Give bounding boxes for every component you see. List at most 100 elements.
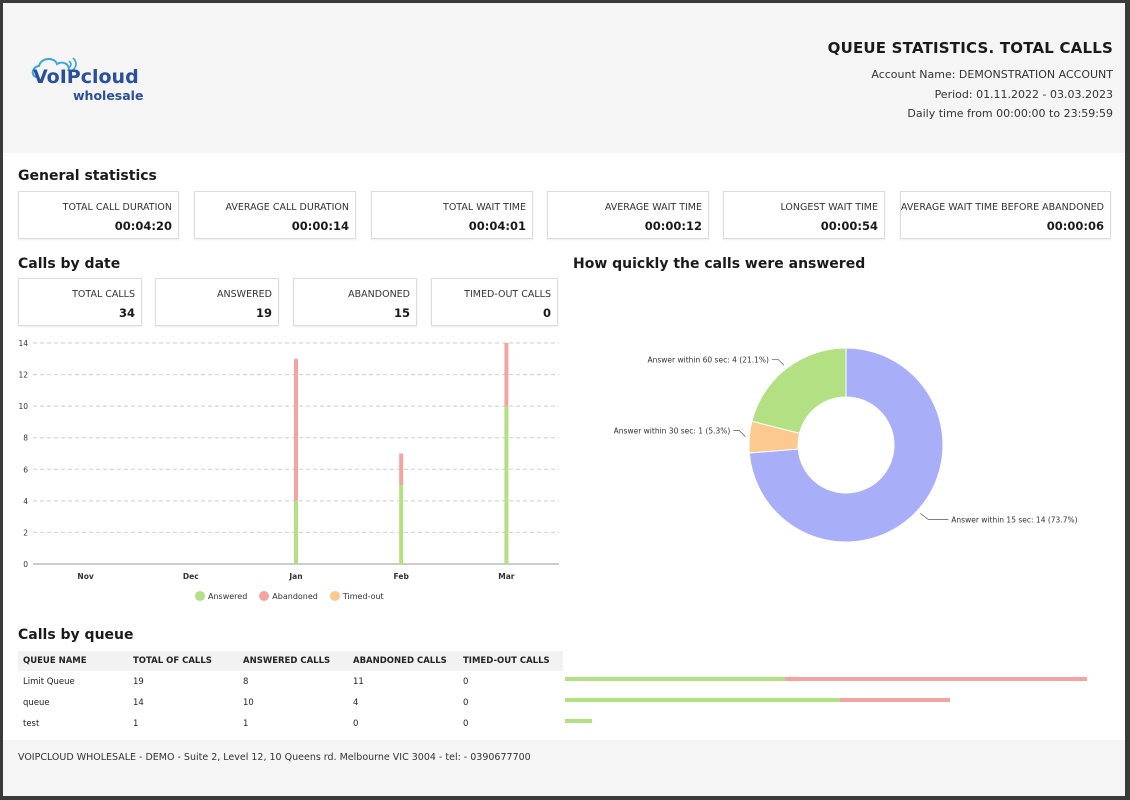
queue-bar-answered — [565, 719, 593, 723]
general-statistics-title: General statistics — [18, 168, 157, 184]
card-label: LONGEST WAIT TIME — [780, 202, 878, 213]
card-timed-out-calls: TIMED-OUT CALLS 0 — [431, 278, 558, 326]
y-tick-label: 4 — [23, 497, 28, 506]
legend-abandoned[interactable]: Abandoned — [259, 591, 318, 601]
queue-bar-answered — [565, 677, 785, 681]
x-tick-label: Dec — [183, 572, 199, 581]
y-tick-label: 2 — [23, 528, 28, 537]
queue-answered: 8 — [243, 676, 249, 687]
card-value: 15 — [393, 306, 410, 320]
card-value: 00:00:14 — [291, 219, 349, 233]
legend-abandoned-label: Abandoned — [272, 591, 318, 601]
timed-out-swatch — [329, 591, 340, 601]
card-label: ABANDONED — [348, 289, 410, 300]
daily-time: Daily time from 00:00:00 to 23:59:59 — [907, 107, 1113, 120]
y-tick-label: 0 — [23, 560, 28, 569]
legend-timed-out[interactable]: Timed-out — [329, 591, 384, 601]
report-title-block: QUEUE STATISTICS. TOTAL CALLS Account Na… — [828, 39, 1113, 124]
legend-answered[interactable]: Answered — [195, 591, 247, 601]
queue-total: 1 — [133, 718, 139, 729]
footer-address: VOIPCLOUD WHOLESALE - DEMO - Suite 2, Le… — [18, 752, 531, 763]
logo-text-top: VoIPcloud — [33, 66, 139, 88]
slice-label-line — [733, 430, 746, 437]
card-label: ANSWERED — [217, 289, 272, 300]
card-abandoned: ABANDONED 15 — [293, 278, 417, 326]
report-footer: VOIPCLOUD WHOLESALE - DEMO - Suite 2, Le… — [3, 740, 1125, 796]
bar-abandoned — [294, 358, 298, 501]
report-header: VoIPcloud wholesale QUEUE STATISTICS. TO… — [3, 3, 1125, 153]
queue-abandoned: 0 — [353, 718, 359, 729]
card-average-call-duration: AVERAGE CALL DURATION 00:00:14 — [194, 191, 356, 239]
slice-label: Answer within 60 sec: 4 (21.1%) — [647, 355, 769, 364]
queue-name: Limit Queue — [23, 676, 75, 687]
slice-label-line — [920, 513, 949, 520]
x-tick-label: Feb — [394, 572, 410, 581]
queue-table-header: QUEUE NAME TOTAL OF CALLS ANSWERED CALLS… — [18, 651, 563, 671]
card-label: AVERAGE WAIT TIME BEFORE ABANDONED — [900, 202, 1104, 213]
queue-bar-abandoned — [839, 698, 950, 702]
queue-timed-out: 0 — [463, 718, 469, 729]
calls-by-date-title: Calls by date — [18, 256, 121, 272]
queue-abandoned: 4 — [353, 697, 359, 708]
col-queue-name: QUEUE NAME — [18, 651, 128, 671]
calls-by-queue-title: Calls by queue — [18, 627, 134, 643]
card-label: TIMED-OUT CALLS — [464, 289, 551, 300]
card-total-call-duration: TOTAL CALL DURATION 00:04:20 — [18, 191, 179, 239]
card-label: AVERAGE WAIT TIME — [604, 202, 702, 213]
card-average-wait-time: AVERAGE WAIT TIME 00:00:12 — [547, 191, 709, 239]
table-row: Limit Queue 19 8 11 0 — [18, 671, 563, 692]
card-value: 00:00:06 — [1046, 219, 1104, 233]
abandoned-swatch — [259, 591, 270, 601]
report-period: Period: 01.11.2022 - 03.03.2023 — [934, 87, 1113, 101]
card-value: 00:04:01 — [468, 219, 526, 233]
chart-legend: Answered Abandoned Timed-out — [195, 591, 384, 601]
queue-bar-answered — [565, 698, 840, 702]
x-tick-label: Jan — [288, 572, 302, 581]
table-row: queue 14 10 4 0 — [18, 692, 563, 713]
card-label: AVERAGE CALL DURATION — [225, 202, 350, 213]
answer-speed-donut-chart: Answer within 15 sec: 14 (73.7%) Answer w… — [614, 347, 1078, 543]
y-tick-label: 8 — [23, 434, 28, 443]
card-label: TOTAL CALLS — [72, 289, 135, 300]
queue-name: test — [23, 718, 40, 729]
y-tick-label: 10 — [18, 402, 28, 411]
queue-answered: 10 — [243, 697, 254, 708]
y-tick-label: 14 — [18, 339, 28, 348]
report-page: VoIPcloud wholesale QUEUE STATISTICS. TO… — [3, 3, 1125, 796]
bar-abandoned — [399, 453, 404, 486]
queue-timed-out: 0 — [463, 697, 469, 708]
queue-abandoned: 11 — [353, 676, 364, 687]
card-longest-wait-time: LONGEST WAIT TIME 00:00:54 — [723, 191, 885, 239]
table-row: test 1 1 0 0 — [18, 713, 563, 734]
y-tick-label: 12 — [18, 371, 28, 380]
legend-answered-label: Answered — [208, 591, 248, 601]
card-label: TOTAL WAIT TIME — [443, 202, 526, 213]
slice-label-line — [771, 358, 785, 366]
queue-table: QUEUE NAME TOTAL OF CALLS ANSWERED CALLS… — [18, 651, 563, 734]
col-answered-calls: ANSWERED CALLS — [238, 651, 348, 671]
card-value: 00:00:12 — [644, 219, 702, 233]
donut-slice — [748, 347, 944, 543]
queue-timed-out: 0 — [463, 676, 469, 687]
queue-total: 14 — [133, 697, 144, 708]
answer-speed-title: How quickly the calls were answered — [573, 256, 866, 272]
x-tick-label: Nov — [77, 572, 93, 581]
card-value: 19 — [255, 306, 272, 320]
x-tick-label: Mar — [498, 572, 515, 581]
col-abandoned-calls: ABANDONED CALLS — [348, 651, 458, 671]
bar-answered — [294, 500, 298, 564]
calls-by-date-chart: 0 2 4 6 8 10 12 14 Nov Dec Jan Feb Mar — [18, 339, 559, 581]
col-timed-out-calls: TIMED-OUT CALLS — [458, 651, 563, 671]
account-name: Account Name: DEMONSTRATION ACCOUNT — [871, 68, 1113, 81]
queue-bar-abandoned — [784, 677, 1087, 681]
bar-answered — [399, 485, 404, 564]
queue-total: 19 — [133, 676, 144, 687]
card-total-calls: TOTAL CALLS 34 — [18, 278, 142, 326]
slice-label: Answer within 15 sec: 14 (73.7%) — [951, 515, 1077, 524]
donut-slice — [751, 347, 847, 434]
voipcloud-logo: VoIPcloud wholesale — [31, 57, 143, 103]
card-answered: ANSWERED 19 — [155, 278, 279, 326]
logo-text-bottom: wholesale — [73, 88, 143, 103]
y-tick-label: 6 — [23, 465, 28, 474]
col-total-calls: TOTAL OF CALLS — [128, 651, 238, 671]
